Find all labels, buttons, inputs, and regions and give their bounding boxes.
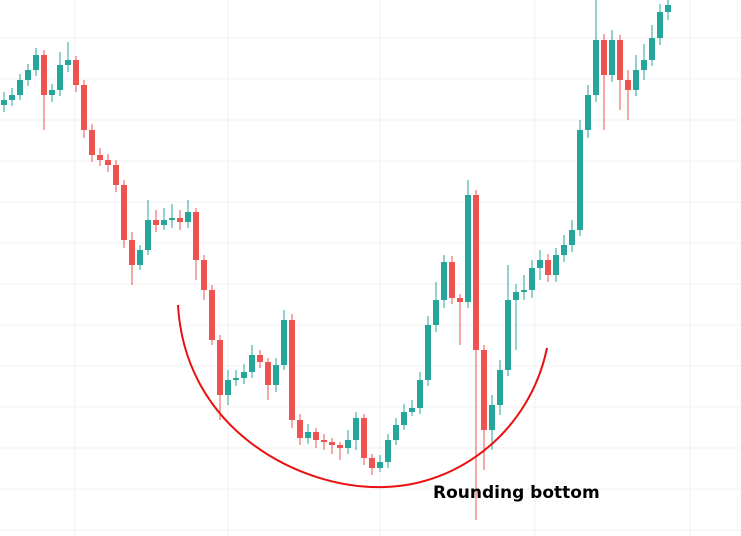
- candle-body: [625, 80, 631, 90]
- candle-body: [657, 12, 663, 38]
- candle-body: [81, 85, 87, 130]
- candle-body: [89, 130, 95, 155]
- candle-body: [281, 320, 287, 365]
- candle-body: [329, 442, 335, 445]
- candle-body: [593, 40, 599, 95]
- candle-body: [169, 218, 175, 220]
- candles: [1, 0, 671, 520]
- candle-body: [257, 355, 263, 362]
- candle-body: [313, 432, 319, 440]
- candle-body: [505, 300, 511, 370]
- candle-body: [409, 408, 415, 412]
- candle-body: [33, 55, 39, 70]
- candle-body: [353, 418, 359, 440]
- candle-body: [305, 432, 311, 438]
- candle-body: [481, 350, 487, 430]
- rounding-arc: [177, 304, 548, 489]
- candle-body: [297, 420, 303, 438]
- candle-body: [545, 260, 551, 275]
- candle-body: [665, 5, 671, 12]
- candle-body: [601, 40, 607, 75]
- candle-body: [153, 220, 159, 225]
- candle-body: [41, 55, 47, 95]
- candle-body: [241, 372, 247, 378]
- candle-body: [121, 185, 127, 240]
- candle-body: [17, 80, 23, 95]
- candle-body: [441, 262, 447, 300]
- candle-body: [377, 462, 383, 468]
- candle-body: [449, 262, 455, 298]
- candle-body: [609, 40, 615, 75]
- candle-body: [457, 298, 463, 302]
- candle-body: [185, 212, 191, 222]
- candle-body: [193, 212, 199, 260]
- candle-body: [569, 230, 575, 245]
- candle-body: [553, 255, 559, 275]
- candle-body: [129, 240, 135, 265]
- candle-body: [417, 380, 423, 408]
- candle-body: [393, 425, 399, 440]
- candle-body: [73, 60, 79, 85]
- candle-body: [489, 405, 495, 430]
- candle-body: [537, 260, 543, 268]
- candle-body: [521, 290, 527, 292]
- candle-body: [649, 38, 655, 60]
- candle-body: [209, 290, 215, 340]
- candle-body: [337, 445, 343, 448]
- candle-body: [561, 245, 567, 255]
- candle-body: [529, 268, 535, 290]
- candle-body: [473, 195, 479, 350]
- candle-body: [617, 40, 623, 80]
- candle-body: [177, 218, 183, 222]
- candle-body: [49, 90, 55, 95]
- annotation: Rounding bottom: [433, 483, 600, 503]
- candle-body: [145, 220, 151, 250]
- candle-body: [577, 130, 583, 230]
- candle-body: [633, 70, 639, 90]
- candle-body: [273, 365, 279, 385]
- candle-body: [513, 292, 519, 300]
- candle-body: [361, 418, 367, 458]
- candle-body: [9, 95, 15, 100]
- candle-body: [113, 165, 119, 185]
- candle-body: [161, 220, 167, 225]
- candle-body: [497, 370, 503, 405]
- candle-body: [425, 325, 431, 380]
- candle-body: [137, 250, 143, 265]
- candle-body: [57, 65, 63, 90]
- candle-body: [321, 440, 327, 442]
- candle-body: [289, 320, 295, 420]
- candle-body: [641, 60, 647, 70]
- candle-body: [65, 60, 71, 65]
- candle-body: [217, 340, 223, 395]
- candle-body: [233, 378, 239, 380]
- candle-body: [465, 195, 471, 302]
- candle-body: [433, 300, 439, 325]
- candle-body: [345, 440, 351, 448]
- candle-body: [385, 440, 391, 462]
- candle-body: [201, 260, 207, 290]
- candle-body: [249, 355, 255, 372]
- candle-body: [265, 362, 271, 385]
- candle-body: [585, 95, 591, 130]
- candle-body: [97, 155, 103, 160]
- candle-body: [225, 380, 231, 395]
- candle-body: [1, 100, 7, 105]
- candle-body: [369, 458, 375, 468]
- candle-body: [105, 160, 111, 165]
- candle-body: [25, 70, 31, 80]
- candle-body: [401, 412, 407, 425]
